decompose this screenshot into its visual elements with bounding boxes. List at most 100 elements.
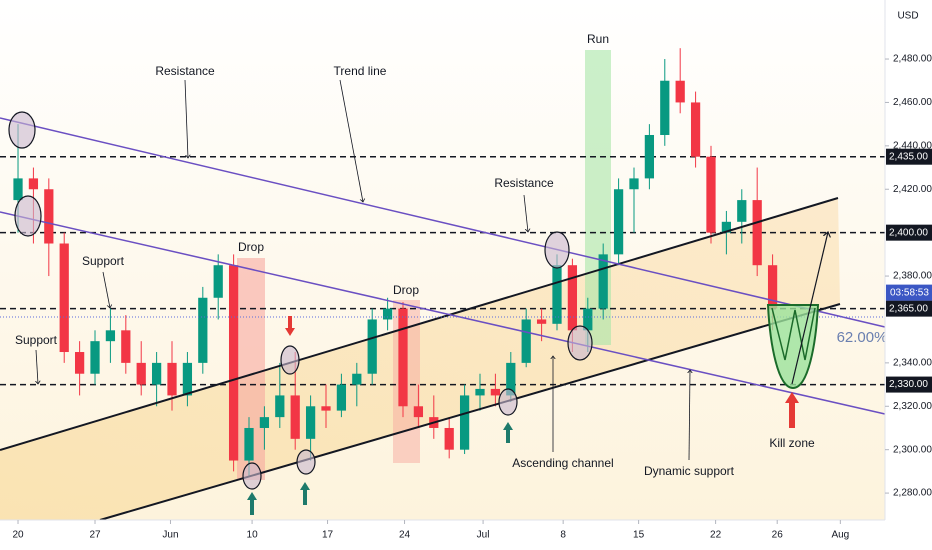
candle-body xyxy=(459,395,470,450)
channel-lower xyxy=(99,303,841,521)
x-tick-label: 8 xyxy=(560,530,566,541)
candle-body xyxy=(444,427,454,450)
candle-body xyxy=(74,352,85,374)
fib-label: 62.00% xyxy=(837,329,888,346)
candle-body xyxy=(737,200,747,222)
candle-body xyxy=(121,330,131,363)
annotation: Support xyxy=(82,254,125,268)
candle-body xyxy=(44,189,54,244)
candle-body xyxy=(506,362,516,396)
annotation: Run xyxy=(587,32,609,46)
circle xyxy=(544,231,570,269)
level-tag xyxy=(886,224,932,241)
candle-body xyxy=(660,80,670,135)
candle-body xyxy=(583,308,593,331)
price-tag xyxy=(886,284,932,301)
candle-body xyxy=(490,388,501,396)
time-axis xyxy=(0,520,885,550)
dynamic-support-line xyxy=(0,211,886,415)
candle-body xyxy=(382,308,393,320)
candle-body xyxy=(290,395,300,439)
candle-body xyxy=(521,319,531,363)
projection-arrow xyxy=(791,232,828,385)
kill-zone-zigzag xyxy=(771,307,816,361)
candle-body xyxy=(244,427,254,461)
candle-body xyxy=(275,395,285,418)
candle-body xyxy=(721,221,732,233)
x-tick-label: Jul xyxy=(477,530,490,541)
circle xyxy=(14,195,42,237)
candle-body xyxy=(675,80,685,103)
arrow xyxy=(247,492,257,515)
currency: USD xyxy=(897,11,918,22)
candle-body xyxy=(367,319,377,374)
trend-line xyxy=(0,117,886,328)
touch-circles xyxy=(8,111,593,490)
circle xyxy=(567,325,593,361)
candle-body xyxy=(398,308,408,407)
candle-body xyxy=(259,417,270,428)
x-tick-label: 15 xyxy=(633,530,645,541)
level-label: 2,330.00 xyxy=(889,379,928,390)
level-label: 2,435.00 xyxy=(889,151,928,162)
candle-body xyxy=(136,362,146,385)
price-axis xyxy=(885,0,932,550)
y-tick-label: 2,480.00 xyxy=(893,54,932,65)
candle-body xyxy=(552,265,562,324)
level-tag xyxy=(886,300,932,317)
circle xyxy=(8,111,36,149)
level-tag xyxy=(886,148,932,165)
candle-body xyxy=(105,330,116,342)
annotation: Kill zone xyxy=(769,436,815,450)
candle-body xyxy=(613,189,624,255)
x-tick-label: 10 xyxy=(247,530,259,541)
candle-body xyxy=(305,406,316,439)
candle-body xyxy=(228,265,239,461)
candle-body xyxy=(413,406,424,418)
candle-body xyxy=(706,156,716,233)
annotation: Support xyxy=(15,333,58,347)
candle-body xyxy=(151,362,162,385)
candle-body xyxy=(90,341,100,374)
y-tick-label: 2,320.00 xyxy=(893,401,932,412)
annotation: Drop xyxy=(393,283,419,297)
candle-body xyxy=(644,134,655,179)
annotation: Trend line xyxy=(334,64,387,78)
arrow xyxy=(300,482,310,505)
candle-body xyxy=(13,178,23,201)
candle-body xyxy=(536,319,547,324)
level-tag xyxy=(886,376,932,393)
channel-upper xyxy=(0,197,839,451)
x-tick-label: 22 xyxy=(710,530,722,541)
y-tick-label: 2,280.00 xyxy=(893,488,932,499)
candle-body xyxy=(767,265,778,309)
annotation: Dynamic support xyxy=(644,464,735,478)
y-tick-label: 2,440.00 xyxy=(893,140,932,151)
y-tick-label: 2,340.00 xyxy=(893,358,932,369)
circle xyxy=(296,449,316,475)
candle-body xyxy=(198,297,208,363)
y-tick-label: 2,380.00 xyxy=(893,271,932,282)
annotation: Ascending channel xyxy=(512,456,613,470)
x-tick-label: 24 xyxy=(399,530,411,541)
candle-body xyxy=(690,102,701,157)
down-arrow xyxy=(285,316,295,336)
candle-body xyxy=(475,388,485,396)
x-tick-label: Aug xyxy=(831,530,849,541)
x-tick-label: 17 xyxy=(322,530,334,541)
x-tick-label: 27 xyxy=(89,530,101,541)
x-tick-label: 20 xyxy=(12,530,24,541)
candle-body xyxy=(321,406,331,411)
candle-body xyxy=(352,373,362,385)
annotation: Drop xyxy=(238,240,264,254)
candle-body xyxy=(167,362,177,396)
candle-body xyxy=(336,384,347,411)
y-tick-label: 2,420.00 xyxy=(893,184,932,195)
circle xyxy=(242,462,262,490)
circle xyxy=(498,388,518,416)
label-pointers xyxy=(36,79,690,461)
candle-body xyxy=(59,243,69,353)
level-label: 2,365.00 xyxy=(889,303,928,314)
circle xyxy=(280,345,300,375)
